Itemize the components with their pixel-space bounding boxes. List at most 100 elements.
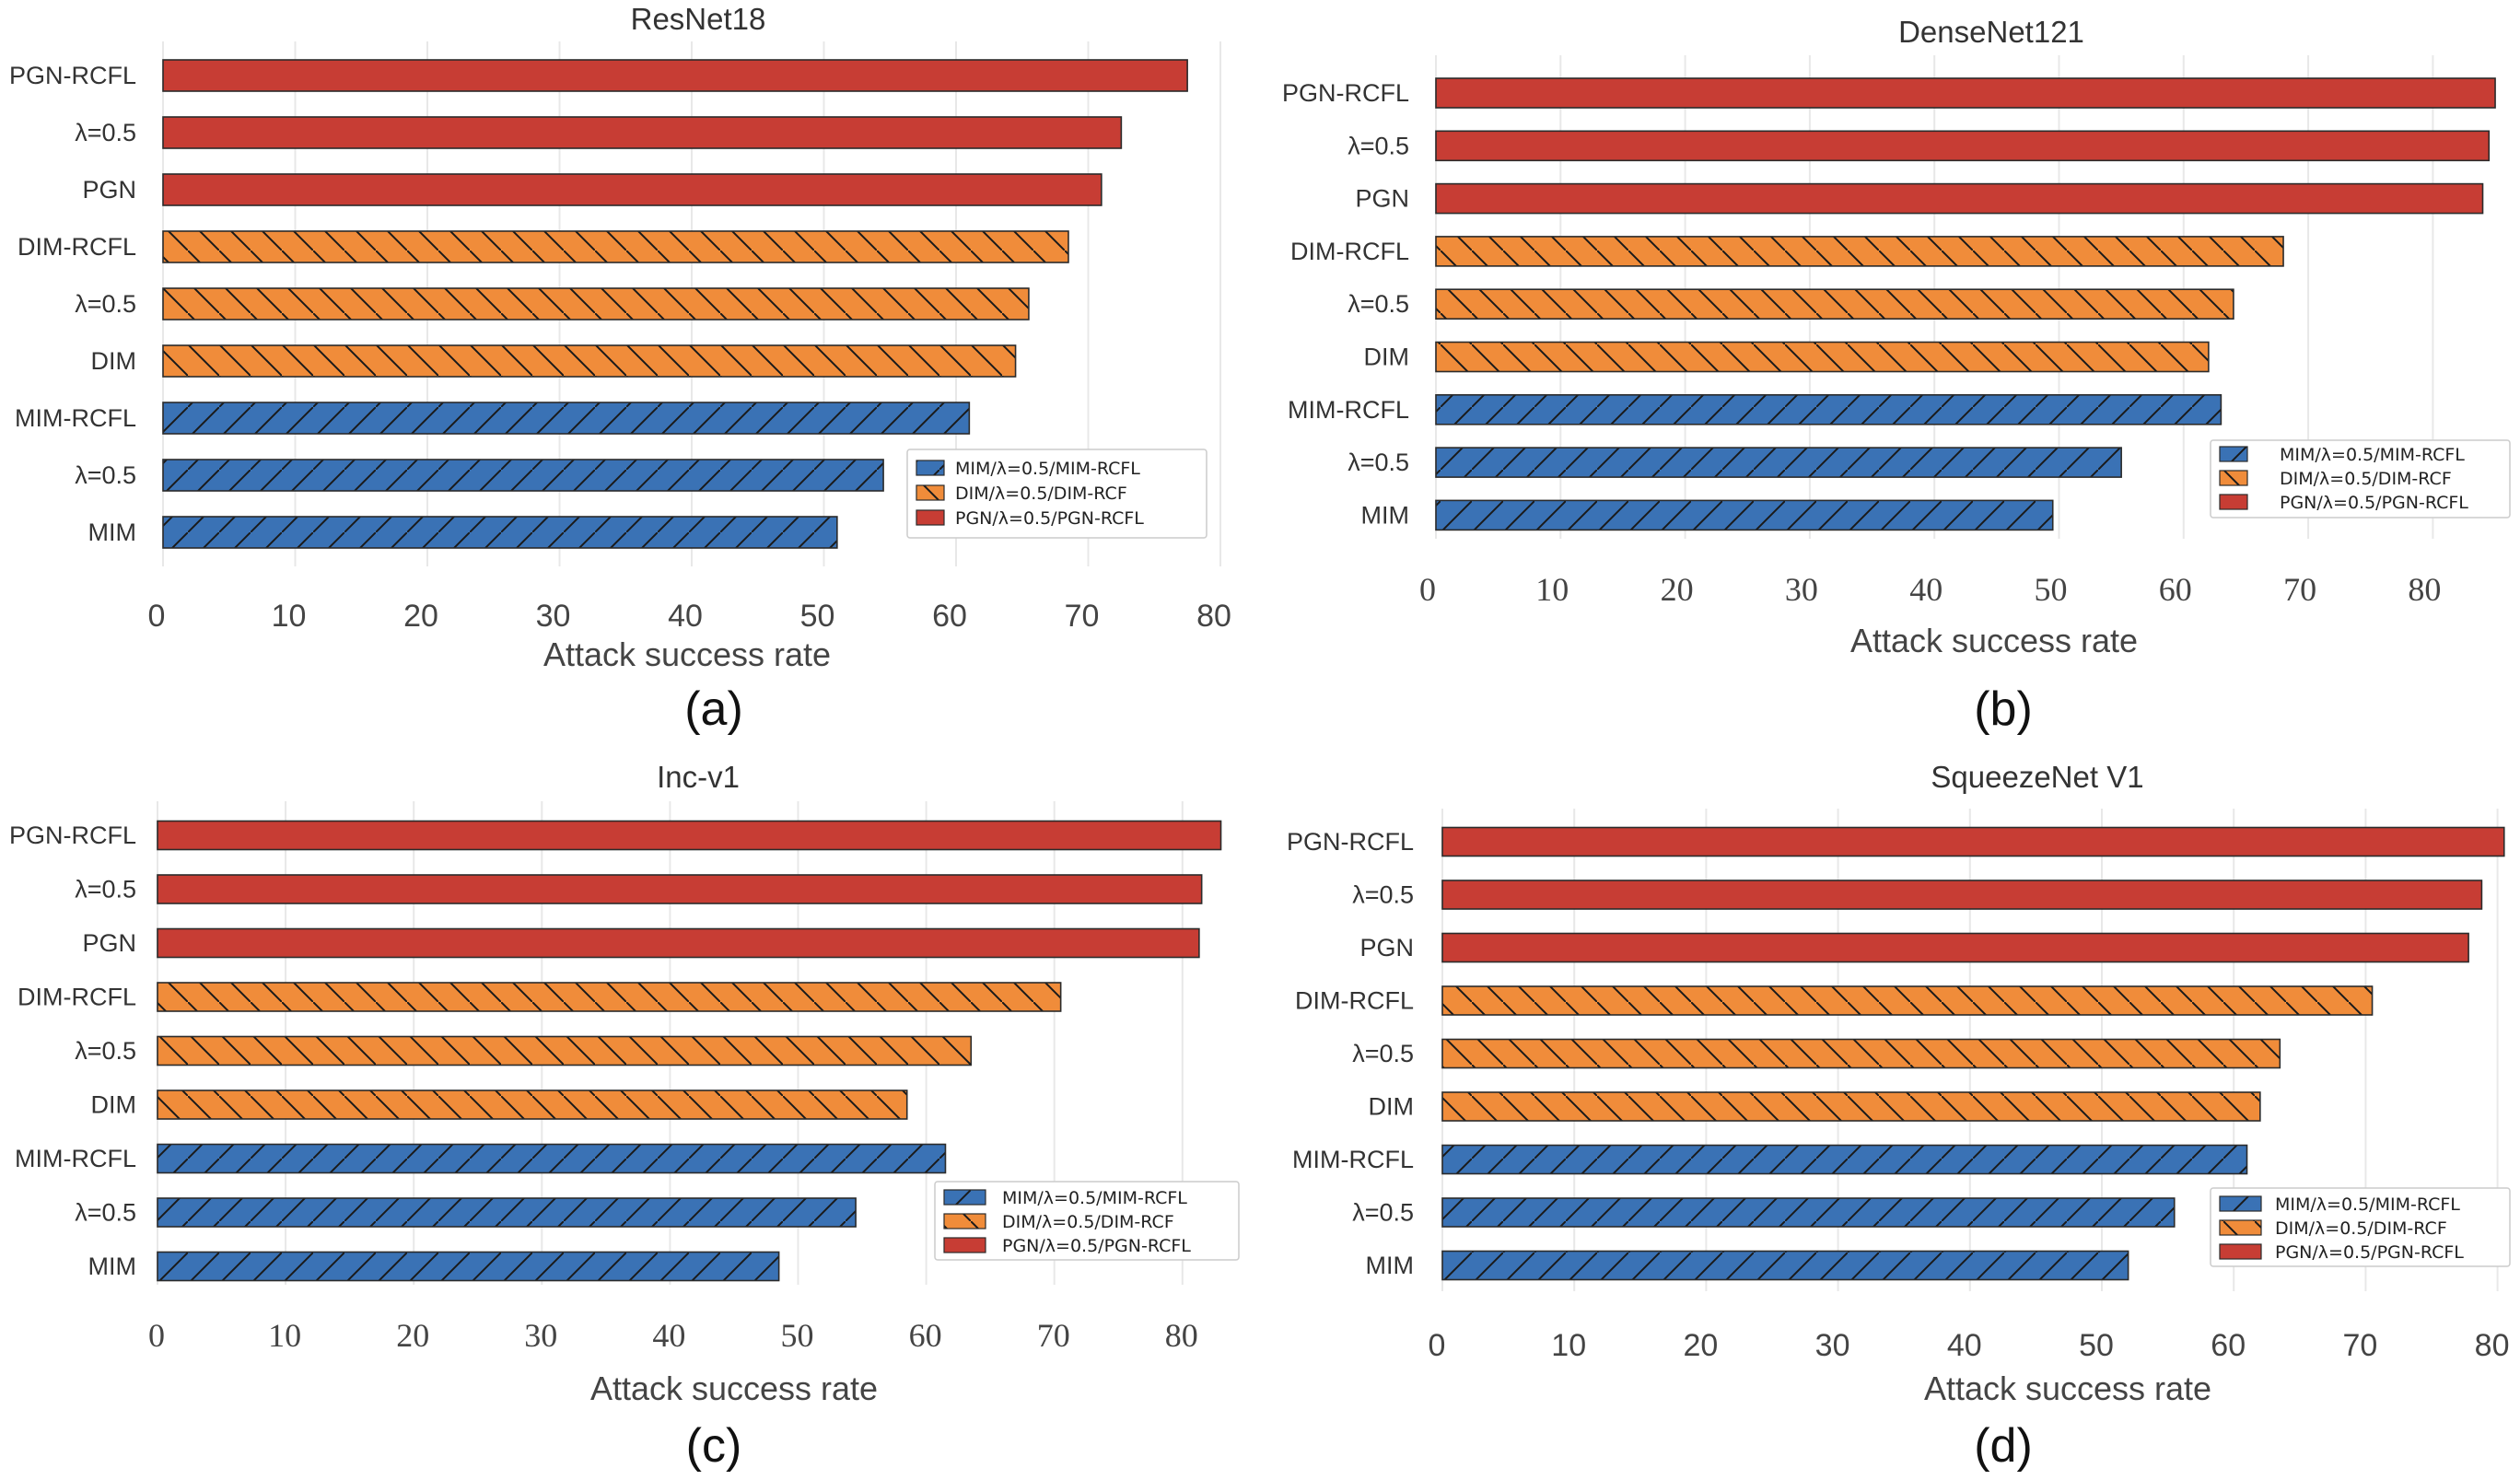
- x-tick-label: 0: [1429, 1328, 1446, 1363]
- legend-entry-dim: DIM/λ=0.5/DIM-RCF: [2280, 469, 2452, 489]
- category-label: DIM: [91, 1091, 137, 1119]
- category-label: DIM: [1364, 344, 1410, 371]
- value-axis: 0 10 20 30 40 50 60 70 80: [1419, 571, 2441, 608]
- x-tick-label: 20: [403, 599, 438, 634]
- legend-entry-dim: DIM/λ=0.5/DIM-RCF: [955, 484, 1127, 504]
- category-label: PGN-RCFL: [1287, 828, 1414, 856]
- bar-pgn: [1435, 182, 2484, 215]
- legend-swatch-pgn: [916, 509, 945, 526]
- bar-dim: [1435, 341, 2210, 373]
- category-label: λ=0.5: [75, 1199, 136, 1227]
- category-label: MIM-RCFL: [15, 404, 136, 432]
- x-tick-label: 0: [148, 1317, 165, 1354]
- chart-panel-b: DenseNet121 PGN-RCFL λ=0.5 PGN DIM-RCFL λ=0.…: [1282, 15, 2511, 736]
- x-tick-label: 60: [2211, 1328, 2246, 1363]
- legend-frame: [2210, 439, 2511, 519]
- x-tick-label: 10: [1551, 1328, 1586, 1363]
- legend-entry-mim: MIM/λ=0.5/MIM-RCFL: [2280, 445, 2465, 465]
- legend-entry-mim: MIM/λ=0.5/MIM-RCFL: [1002, 1188, 1187, 1208]
- category-axis: PGN-RCFL λ=0.5 PGN DIM-RCFL λ=0.5 DIM MIM-RCFL…: [1282, 79, 1409, 529]
- x-tick-label: 0: [148, 599, 166, 634]
- panel-letter: (b): [1974, 682, 2033, 736]
- x-tick-label: 80: [1165, 1317, 1198, 1354]
- x-tick-label: 20: [396, 1317, 429, 1354]
- bar-dim: [157, 1035, 973, 1066]
- legend-swatch-pgn: [2219, 1243, 2262, 1260]
- x-tick-label: 50: [781, 1317, 814, 1354]
- legend-swatch-pgn: [2219, 494, 2248, 510]
- category-label: DIM: [1369, 1093, 1415, 1121]
- x-tick-label: 30: [1815, 1328, 1850, 1363]
- x-tick-label: 50: [2079, 1328, 2114, 1363]
- legend-swatch-mim: [916, 460, 945, 476]
- bar-pgn: [157, 927, 1200, 959]
- x-tick-label: 50: [800, 599, 835, 634]
- value-axis: 0 10 20 30 40 50 60 70 80: [1429, 1328, 2510, 1363]
- value-axis: 0 10 20 30 40 50 60 70 80: [148, 599, 1231, 634]
- bar-dim: [162, 287, 1030, 320]
- legend: MIM/λ=0.5/MIM-RCFL DIM/λ=0.5/DIM-RCF PGN…: [934, 1181, 1240, 1261]
- bar-dim: [1441, 1038, 2281, 1069]
- x-tick-label: 40: [1947, 1328, 1982, 1363]
- category-label: λ=0.5: [75, 1037, 136, 1065]
- legend-entry-mim: MIM/λ=0.5/MIM-RCFL: [955, 459, 1140, 479]
- category-label: DIM-RCFL: [18, 984, 136, 1011]
- x-tick-label: 80: [2408, 571, 2441, 608]
- panel-letter: (d): [1974, 1419, 2033, 1473]
- legend-frame: [906, 449, 1208, 539]
- x-tick-label: 70: [1037, 1317, 1070, 1354]
- legend-entry-pgn: PGN/λ=0.5/PGN-RCFL: [955, 508, 1144, 529]
- category-label: DIM: [91, 347, 137, 375]
- category-label: λ=0.5: [1352, 1199, 1414, 1227]
- category-label: PGN-RCFL: [9, 822, 136, 849]
- chart-panel-c: Inc-v1 PGN-RCFL λ=0.5 PGN DIM-RCFL λ=0.5 DIM M…: [9, 760, 1240, 1473]
- bar-pgn: [1435, 77, 2496, 109]
- x-axis-label: Attack success rate: [1850, 622, 2138, 659]
- legend-swatch-dim: [2219, 470, 2248, 486]
- x-tick-label: 10: [1535, 571, 1569, 608]
- bar-mim: [1441, 1197, 2176, 1228]
- bar-mim: [1441, 1144, 2248, 1175]
- category-label: DIM-RCFL: [1295, 987, 1414, 1015]
- legend-entry-dim: DIM/λ=0.5/DIM-RCF: [2275, 1218, 2447, 1239]
- x-axis-label: Attack success rate: [590, 1369, 878, 1407]
- legend-swatch-pgn: [943, 1237, 986, 1253]
- x-tick-label: 30: [1785, 571, 1818, 608]
- bar-mim: [162, 402, 971, 435]
- category-label: MIM-RCFL: [1292, 1146, 1414, 1173]
- x-tick-label: 0: [1419, 571, 1436, 608]
- x-tick-label: 40: [668, 599, 703, 634]
- category-label: λ=0.5: [75, 290, 136, 318]
- bar-pgn: [1435, 130, 2491, 162]
- x-tick-label: 10: [272, 599, 307, 634]
- legend-swatch-mim: [943, 1189, 986, 1206]
- x-tick-label: 30: [536, 599, 571, 634]
- x-tick-label: 20: [1661, 571, 1694, 608]
- bar-mim: [157, 1197, 857, 1228]
- legend: MIM/λ=0.5/MIM-RCFL DIM/λ=0.5/DIM-RCF PGN…: [2210, 439, 2511, 519]
- panel-letter: (c): [686, 1419, 742, 1473]
- x-axis-label: Attack success rate: [543, 635, 831, 673]
- x-tick-label: 80: [1196, 599, 1231, 634]
- category-axis: PGN-RCFL λ=0.5 PGN DIM-RCFL λ=0.5 DIM MIM-RCFL…: [9, 62, 136, 546]
- category-axis: PGN-RCFL λ=0.5 PGN DIM-RCFL λ=0.5 DIM MIM-RCFL…: [9, 822, 136, 1280]
- bar-pgn: [1441, 932, 2469, 963]
- chart-title: DenseNet121: [1898, 15, 2084, 49]
- category-label: MIM: [88, 519, 136, 546]
- legend-swatch-dim: [2219, 1219, 2262, 1236]
- bar-pgn: [162, 59, 1188, 92]
- category-label: λ=0.5: [1348, 290, 1409, 318]
- category-label: PGN: [1355, 185, 1409, 213]
- bar-layer: [162, 59, 1188, 549]
- category-label: PGN: [1359, 934, 1414, 961]
- bar-dim: [162, 344, 1017, 378]
- bar-dim: [157, 1090, 908, 1120]
- bar-dim: [1435, 236, 2284, 267]
- legend-entry-mim: MIM/λ=0.5/MIM-RCFL: [2275, 1194, 2460, 1215]
- chart-title: Inc-v1: [657, 760, 740, 794]
- bar-layer: [1435, 77, 2496, 531]
- x-tick-label: 50: [2035, 571, 2068, 608]
- category-label: λ=0.5: [1352, 881, 1414, 909]
- bar-pgn: [157, 874, 1203, 904]
